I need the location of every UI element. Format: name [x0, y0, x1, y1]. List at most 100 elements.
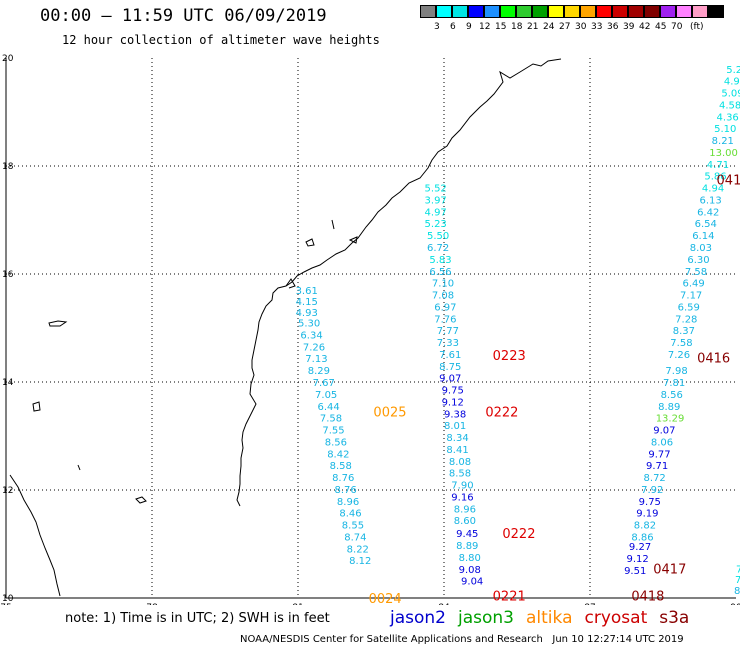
wave-height-value: 8.01	[444, 421, 466, 432]
wave-height-value: 7.08	[432, 291, 454, 302]
wave-height-value: 8.76	[335, 485, 357, 496]
wave-height-value: 8.29	[308, 366, 330, 377]
color-swatch	[564, 5, 580, 18]
wave-height-value: 8.58	[330, 461, 352, 472]
wave-height-value: 9.77	[648, 449, 670, 460]
wave-height-value: 8.89	[456, 541, 478, 552]
wave-height-value: 7	[735, 575, 740, 586]
wave-height-value: 8.96	[337, 497, 359, 508]
wave-height-value: 8.42	[327, 449, 349, 460]
wave-height-value: 7.76	[434, 314, 456, 325]
wave-height-value: 9.45	[456, 529, 478, 540]
wave-height-value: 7.98	[665, 366, 687, 377]
wave-height-value: 9.16	[451, 492, 473, 503]
island-6	[135, 496, 147, 504]
track-time-label: 0025	[373, 406, 406, 421]
color-swatch	[420, 5, 436, 18]
wave-height-value: 8.89	[658, 402, 680, 413]
wave-height-value: 4.36	[717, 112, 739, 123]
x-tick-label: 90	[730, 603, 740, 605]
wave-height-value: 9.07	[653, 426, 675, 437]
color-scale-tick: 21	[527, 22, 539, 32]
x-tick-label: 84	[438, 603, 450, 605]
color-swatch	[532, 5, 548, 18]
wave-height-value: 4.93	[296, 308, 318, 319]
color-scale-tick: 6	[450, 22, 456, 32]
island-7	[77, 464, 81, 471]
color-swatch	[692, 5, 708, 18]
wave-height-value: 8.37	[673, 326, 695, 337]
wave-height-value: 6.44	[317, 402, 339, 413]
wave-height-value: 5.10	[714, 124, 736, 135]
wave-height-value: 5.86	[704, 172, 726, 183]
color-swatch	[452, 5, 468, 18]
wave-height-value: 7.33	[437, 338, 459, 349]
wave-height-value: 7.28	[675, 314, 697, 325]
wave-height-value: 6.97	[434, 302, 456, 313]
wave-height-value: 7.58	[320, 414, 342, 425]
wave-height-value: 8.72	[644, 473, 666, 484]
wave-height-value: 8.12	[349, 556, 371, 567]
color-scale-tick: 9	[466, 22, 472, 32]
legend-item-jason2: jason2	[390, 608, 446, 628]
credit-line: NOAA/NESDIS Center for Satellite Applica…	[240, 634, 684, 645]
wave-height-value: 8.	[734, 586, 740, 597]
track-time-label: 0221	[493, 589, 526, 604]
color-swatch	[436, 5, 452, 18]
wave-height-value: 8.56	[661, 390, 683, 401]
wave-height-value: 8.80	[459, 553, 481, 564]
wave-height-value: 3.61	[296, 286, 318, 297]
wave-height-value: 3.97	[425, 195, 447, 206]
wave-height-value: 6.34	[300, 330, 322, 341]
legend-item-jason3: jason3	[458, 608, 514, 628]
wave-height-value: 7.55	[322, 426, 344, 437]
grid-lines	[6, 58, 736, 598]
wave-height-value: 8.46	[339, 509, 361, 520]
wave-height-value: 7	[736, 564, 740, 575]
cape-tip	[285, 278, 296, 289]
wave-height-value: 8.08	[449, 457, 471, 468]
map-title: 00:00 – 11:59 UTC 06/09/2019	[40, 6, 327, 26]
wave-height-value: 7.67	[313, 378, 335, 389]
wave-height-value: 6.14	[692, 231, 714, 242]
x-tick-label: 78	[146, 603, 158, 605]
wave-height-value: 7.58	[670, 338, 692, 349]
wave-height-value: 8.75	[439, 362, 461, 373]
track-time-label: 0222	[485, 406, 518, 421]
wave-height-value: 4.92	[724, 77, 740, 88]
wave-height-value: 8.58	[449, 469, 471, 480]
wave-height-value: 9.75	[442, 386, 464, 397]
island-1	[48, 320, 68, 327]
wave-height-value: 7.13	[305, 354, 327, 365]
wave-height-value: 6.30	[687, 255, 709, 266]
color-scale-unit: (ft)	[690, 22, 704, 32]
wave-height-value: 5.23	[425, 219, 447, 230]
wave-height-value: 8.21	[712, 136, 734, 147]
wave-height-value: 4.15	[296, 297, 318, 308]
y-tick-label: 14	[2, 378, 14, 388]
wave-height-value: 7.05	[315, 390, 337, 401]
wave-height-value: 8.82	[634, 521, 656, 532]
altimeter-tracks: 3.614.154.935.306.347.267.138.297.677.05…	[296, 65, 740, 605]
wave-height-value: 9.38	[444, 409, 466, 420]
legend-item-altika: altika	[526, 608, 573, 628]
wave-height-value: 7.92	[641, 485, 663, 496]
color-scale-tick: 33	[591, 22, 603, 32]
wave-height-value: 9.19	[636, 509, 658, 520]
wave-height-value: 6.54	[695, 219, 717, 230]
map-subtitle: 12 hour collection of altimeter wave hei…	[62, 33, 380, 47]
wave-height-value: 7.81	[663, 378, 685, 389]
wave-height-value: 8.96	[454, 504, 476, 515]
color-swatch	[708, 5, 724, 18]
wave-height-value: 13.29	[656, 414, 685, 425]
plot-frame	[5, 58, 736, 599]
wave-height-value: 8.56	[325, 437, 347, 448]
wave-height-value: 7.10	[432, 279, 454, 290]
y-tick-label: 18	[2, 162, 14, 172]
color-swatch	[676, 5, 692, 18]
wave-height-value: 7.90	[451, 481, 473, 492]
color-scale-tick: 27	[559, 22, 571, 32]
wave-height-value: 9.71	[646, 461, 668, 472]
wave-height-value: 9.12	[627, 554, 649, 565]
wave-height-value: 5.83	[429, 255, 451, 266]
